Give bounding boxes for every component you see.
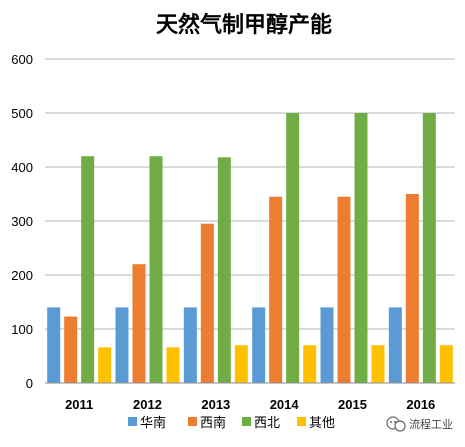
x-tick-label: 2012 xyxy=(133,397,162,412)
bar xyxy=(47,307,61,383)
legend-label: 西南 xyxy=(200,415,226,431)
legend-swatch xyxy=(242,417,251,426)
y-tick-label: 400 xyxy=(11,160,33,175)
y-axis-ticks: 0 100 200 300 400 500 600 xyxy=(11,52,33,391)
x-tick-label: 2016 xyxy=(406,397,435,412)
bar xyxy=(439,345,453,383)
bar xyxy=(371,345,385,383)
bar xyxy=(337,196,351,383)
wechat-icon xyxy=(386,416,406,432)
chart-title: 天然气制甲醇产能 xyxy=(156,12,332,38)
bar xyxy=(81,156,95,383)
y-tick-label: 600 xyxy=(11,52,33,67)
legend: 华南 西南 西北 其他 xyxy=(128,415,335,431)
bar xyxy=(183,307,197,383)
bar xyxy=(166,347,180,383)
watermark-text: 流程工业 xyxy=(409,417,453,431)
gridlines xyxy=(45,58,455,330)
x-tick-label: 2013 xyxy=(201,397,230,412)
x-tick-label: 2015 xyxy=(338,397,367,412)
bar xyxy=(149,156,163,383)
bar xyxy=(320,307,334,383)
y-tick-label: 200 xyxy=(11,268,33,283)
bar xyxy=(354,113,368,383)
bar xyxy=(132,264,146,383)
bar xyxy=(269,196,283,383)
legend-swatch xyxy=(297,417,306,426)
bar xyxy=(388,307,402,383)
x-tick-label: 2014 xyxy=(270,397,300,412)
bar xyxy=(252,307,266,383)
y-tick-label: 0 xyxy=(26,376,33,391)
bar xyxy=(422,113,436,383)
bar xyxy=(303,345,317,383)
bars xyxy=(47,113,453,383)
bar xyxy=(286,113,300,383)
bar xyxy=(115,307,129,383)
legend-swatch xyxy=(188,417,197,426)
legend-label: 华南 xyxy=(140,415,166,431)
bar xyxy=(405,194,419,383)
bar xyxy=(234,345,248,383)
bar xyxy=(64,316,78,383)
legend-label: 其他 xyxy=(309,416,335,431)
x-tick-label: 2011 xyxy=(65,397,93,412)
y-tick-label: 500 xyxy=(11,106,33,121)
bar xyxy=(98,347,112,383)
legend-label: 西北 xyxy=(254,416,280,431)
bar xyxy=(217,157,231,383)
watermark: 流程工业 xyxy=(386,416,453,432)
x-axis-ticks: 2011 2012 2013 2014 2015 2016 xyxy=(65,397,435,412)
y-tick-label: 100 xyxy=(11,322,33,337)
y-tick-label: 300 xyxy=(11,214,33,229)
bar xyxy=(200,223,214,383)
legend-swatch xyxy=(128,417,137,426)
